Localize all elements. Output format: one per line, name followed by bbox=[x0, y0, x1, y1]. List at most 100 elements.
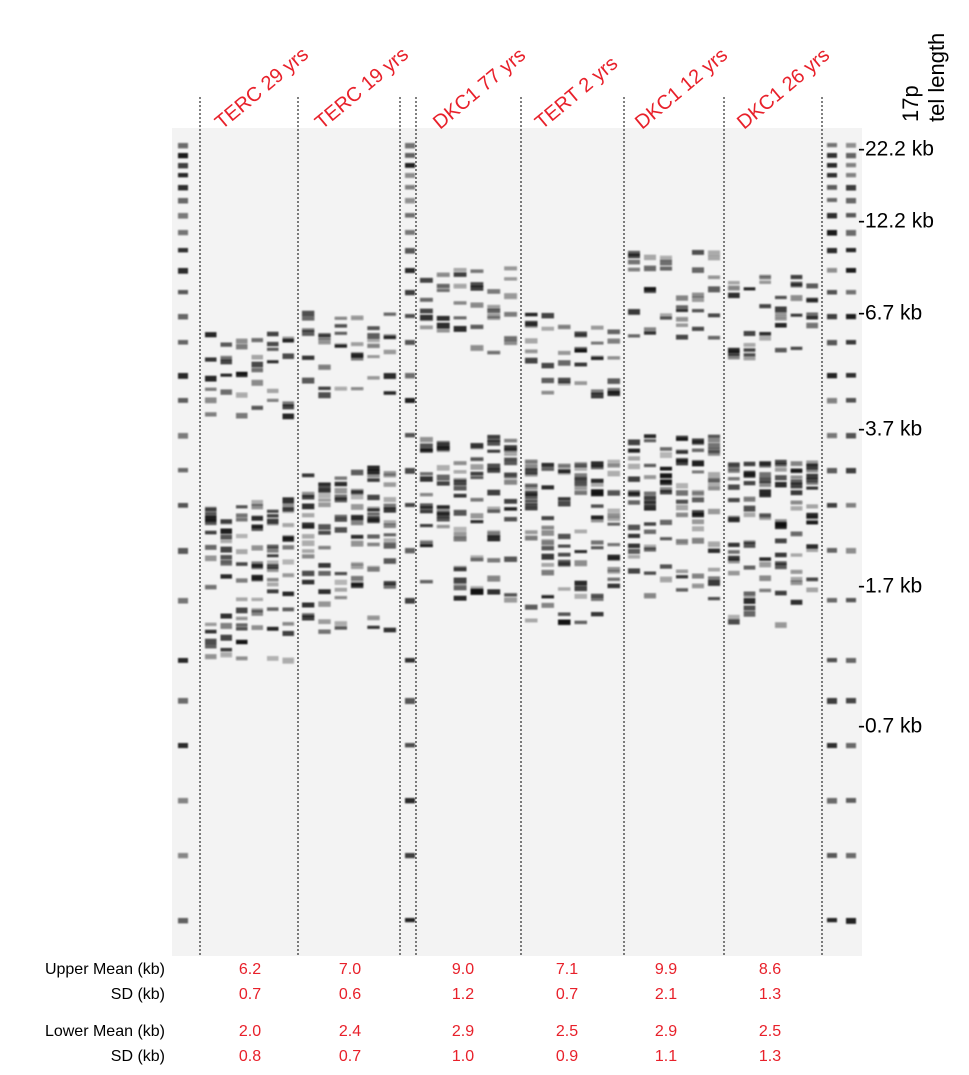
gel-band bbox=[351, 583, 363, 586]
axis-title: tel length bbox=[924, 33, 949, 122]
gel-band bbox=[846, 143, 856, 148]
gel-band bbox=[205, 654, 217, 659]
gel-band bbox=[267, 589, 279, 593]
gel-band bbox=[759, 332, 771, 335]
cell-value: 0.6 bbox=[339, 986, 361, 1003]
gel-band bbox=[806, 312, 818, 316]
gel-band bbox=[283, 508, 295, 513]
gel-band bbox=[221, 614, 233, 619]
gel-band bbox=[236, 339, 248, 344]
gel-band bbox=[591, 326, 604, 330]
gel-band bbox=[644, 505, 656, 511]
gel-band bbox=[846, 230, 856, 236]
cell-value: 1.0 bbox=[452, 1048, 474, 1065]
gel-band bbox=[420, 309, 433, 314]
size-marker: -12.2 kb bbox=[858, 210, 934, 233]
gel-band bbox=[591, 612, 604, 616]
gel-band bbox=[791, 490, 803, 495]
cell-value: 2.0 bbox=[239, 1023, 261, 1040]
gel-band bbox=[437, 481, 450, 485]
gel-band bbox=[827, 185, 837, 190]
cell-value: 7.1 bbox=[556, 961, 578, 978]
gel-band bbox=[318, 571, 330, 576]
gel-band bbox=[791, 347, 803, 350]
gel-band bbox=[708, 568, 720, 572]
gel-band bbox=[744, 287, 756, 290]
gel-band bbox=[775, 482, 787, 488]
gel-band bbox=[318, 601, 330, 606]
gel-band bbox=[628, 309, 640, 315]
gel-band bbox=[708, 549, 720, 553]
gel-band bbox=[335, 317, 347, 320]
gel-band bbox=[660, 452, 672, 458]
gel-band bbox=[454, 301, 467, 304]
gel-band bbox=[405, 340, 415, 345]
gel-band bbox=[351, 541, 363, 547]
gel-band bbox=[692, 538, 704, 544]
row-label: Upper Mean (kb) bbox=[45, 961, 165, 978]
gel-band bbox=[221, 648, 233, 651]
gel-band bbox=[178, 373, 188, 379]
gel-band bbox=[454, 272, 467, 277]
gel-band bbox=[525, 468, 538, 474]
gel-band bbox=[846, 918, 856, 924]
gel-band bbox=[267, 656, 279, 661]
gel-band bbox=[405, 163, 415, 168]
gel-band bbox=[775, 316, 787, 320]
gel-band bbox=[575, 530, 588, 534]
gel-band bbox=[608, 378, 621, 384]
gel-band bbox=[628, 334, 640, 337]
gel-band bbox=[437, 443, 450, 448]
gel-band bbox=[591, 504, 604, 507]
gel-band bbox=[676, 436, 688, 441]
gel-band bbox=[221, 519, 233, 523]
gel-band bbox=[471, 476, 484, 479]
gel-band bbox=[384, 520, 396, 524]
gel-band bbox=[252, 598, 264, 601]
gel-band bbox=[367, 516, 379, 522]
gel-band bbox=[744, 611, 756, 617]
gel-band bbox=[487, 351, 500, 355]
gel-band bbox=[437, 505, 450, 508]
gel-band bbox=[775, 460, 787, 465]
gel-band bbox=[575, 586, 588, 591]
gel-band bbox=[791, 553, 803, 556]
gel-band bbox=[542, 467, 555, 471]
gel-band bbox=[660, 520, 672, 525]
gel-band bbox=[728, 462, 740, 465]
gel-band bbox=[335, 387, 347, 391]
gel-band bbox=[302, 603, 314, 608]
gel-band bbox=[692, 497, 704, 502]
gel-band bbox=[236, 534, 248, 538]
gel-band bbox=[178, 163, 188, 168]
gel-band bbox=[744, 598, 756, 604]
gel-band bbox=[759, 490, 771, 493]
gel-band bbox=[542, 563, 555, 567]
gel-band bbox=[708, 509, 720, 514]
gel-band bbox=[351, 490, 363, 493]
gel-band bbox=[221, 635, 233, 641]
gel-band bbox=[504, 480, 517, 485]
gel-band bbox=[252, 368, 264, 372]
gel-band bbox=[367, 626, 379, 629]
gel-band bbox=[367, 566, 379, 572]
gel-band bbox=[252, 504, 264, 509]
gel-band bbox=[827, 153, 837, 158]
gel-band bbox=[644, 571, 656, 574]
gel-band bbox=[608, 509, 621, 513]
gel-band bbox=[806, 521, 818, 524]
gel-band bbox=[846, 373, 856, 378]
gel-band bbox=[384, 497, 396, 502]
gel-band bbox=[267, 389, 279, 393]
gel-band bbox=[728, 354, 740, 359]
gel-band bbox=[744, 473, 756, 478]
gel-band bbox=[205, 506, 217, 510]
gel-band bbox=[591, 546, 604, 549]
gel-band bbox=[405, 798, 415, 803]
gel-band bbox=[558, 464, 571, 469]
gel-band bbox=[471, 444, 484, 449]
gel-band bbox=[236, 562, 248, 566]
gel-band bbox=[628, 260, 640, 265]
gel-band bbox=[525, 338, 538, 343]
gel-band bbox=[384, 558, 396, 564]
